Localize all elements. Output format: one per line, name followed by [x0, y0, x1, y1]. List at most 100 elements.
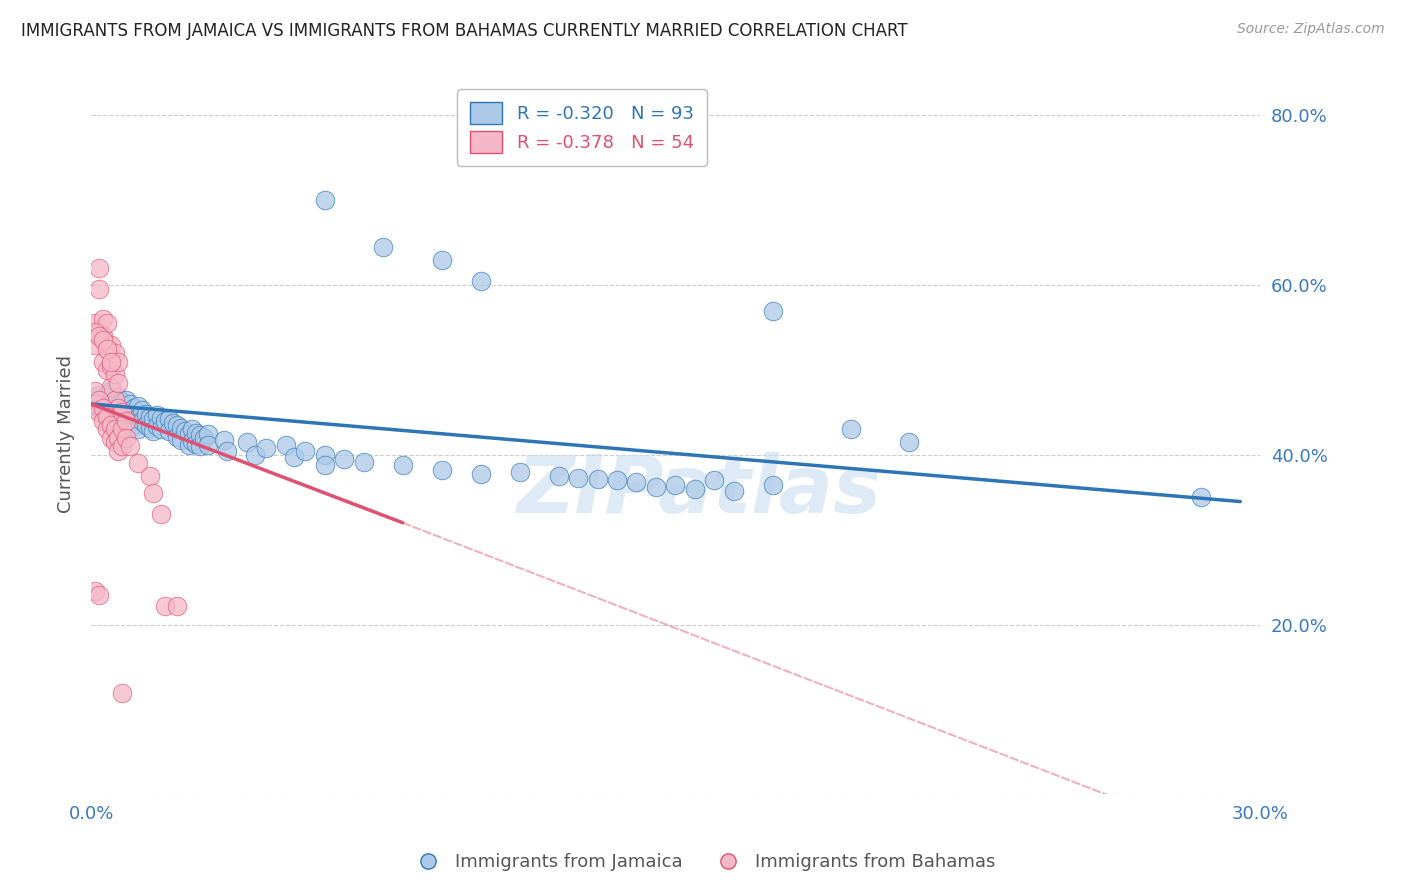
Point: [138, 469, 160, 483]
Point: [111, 395, 134, 409]
Point: [256, 441, 278, 455]
Point: [138, 421, 160, 435]
Point: [87, 261, 110, 276]
Point: [115, 392, 138, 407]
Point: [115, 414, 138, 428]
Point: [100, 380, 122, 394]
Point: [150, 422, 173, 436]
Point: [103, 405, 125, 419]
Point: [166, 430, 188, 444]
Point: [314, 458, 336, 472]
Point: [243, 448, 266, 462]
Point: [84, 316, 107, 330]
Point: [470, 274, 492, 288]
Text: ZIPatlas: ZIPatlas: [516, 452, 882, 531]
Point: [111, 407, 134, 421]
Point: [762, 303, 785, 318]
Point: [87, 388, 110, 402]
Point: [186, 425, 208, 440]
Point: [142, 424, 165, 438]
Point: [87, 325, 110, 339]
Point: [157, 412, 180, 426]
Point: [391, 458, 413, 472]
Point: [87, 405, 110, 419]
Point: [683, 482, 706, 496]
Point: [100, 384, 122, 399]
Point: [103, 392, 125, 407]
Point: [100, 418, 122, 433]
Point: [146, 408, 169, 422]
Point: [107, 412, 129, 426]
Point: [100, 409, 122, 424]
Point: [96, 363, 118, 377]
Point: [107, 376, 129, 390]
Y-axis label: Currently Married: Currently Married: [58, 355, 75, 513]
Point: [84, 397, 107, 411]
Point: [274, 438, 297, 452]
Point: [135, 407, 157, 421]
Point: [509, 465, 531, 479]
Point: [107, 390, 129, 404]
Point: [103, 368, 125, 382]
Point: [294, 443, 316, 458]
Point: [103, 392, 125, 407]
Point: [762, 477, 785, 491]
Point: [87, 392, 110, 407]
Point: [157, 424, 180, 438]
Point: [122, 401, 145, 416]
Point: [96, 316, 118, 330]
Point: [107, 431, 129, 445]
Point: [100, 337, 122, 351]
Point: [91, 414, 114, 428]
Legend: R = -0.320   N = 93, R = -0.378   N = 54: R = -0.320 N = 93, R = -0.378 N = 54: [457, 89, 707, 166]
Point: [181, 422, 204, 436]
Point: [1189, 491, 1212, 505]
Point: [115, 431, 138, 445]
Point: [664, 477, 686, 491]
Point: [162, 416, 184, 430]
Point: [111, 685, 134, 699]
Point: [120, 397, 142, 411]
Point: [150, 508, 173, 522]
Point: [723, 483, 745, 498]
Point: [138, 409, 160, 424]
Point: [96, 342, 118, 356]
Point: [107, 354, 129, 368]
Point: [87, 401, 110, 416]
Point: [107, 401, 129, 416]
Point: [100, 354, 122, 368]
Point: [177, 426, 200, 441]
Point: [103, 435, 125, 450]
Point: [84, 384, 107, 399]
Point: [120, 409, 142, 424]
Point: [87, 282, 110, 296]
Point: [100, 397, 122, 411]
Point: [314, 194, 336, 208]
Point: [606, 474, 628, 488]
Point: [96, 409, 118, 424]
Point: [142, 486, 165, 500]
Point: [107, 401, 129, 416]
Point: [567, 471, 589, 485]
Point: [430, 252, 453, 267]
Point: [103, 346, 125, 360]
Point: [127, 422, 149, 436]
Point: [111, 418, 134, 433]
Point: [197, 426, 219, 441]
Point: [150, 410, 173, 425]
Point: [135, 418, 157, 433]
Point: [96, 337, 118, 351]
Point: [91, 392, 114, 407]
Point: [373, 240, 395, 254]
Point: [188, 428, 211, 442]
Point: [84, 337, 107, 351]
Point: [111, 422, 134, 436]
Point: [170, 433, 193, 447]
Point: [84, 583, 107, 598]
Point: [153, 414, 176, 428]
Point: [586, 472, 609, 486]
Point: [103, 422, 125, 436]
Point: [430, 463, 453, 477]
Point: [177, 438, 200, 452]
Point: [91, 354, 114, 368]
